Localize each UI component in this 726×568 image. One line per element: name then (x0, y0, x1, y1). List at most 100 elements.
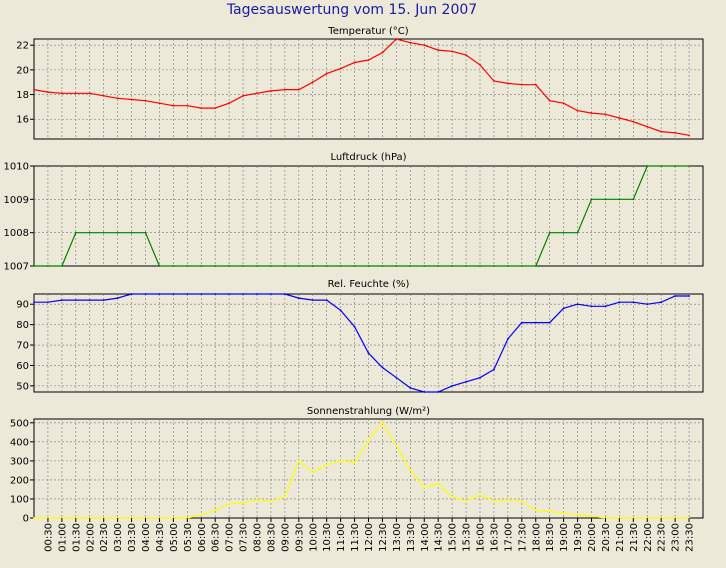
data-point (158, 102, 161, 105)
data-point (102, 299, 105, 302)
data-point (116, 97, 119, 100)
data-point (423, 44, 426, 47)
data-point (367, 439, 370, 441)
chart-panel-2: Rel. Feuchte (%) 50 60 70 80 90 (16, 279, 704, 393)
data-point (33, 517, 35, 519)
data-point (33, 301, 35, 304)
data-point (493, 265, 495, 267)
x-tick-label: 23:30 (685, 523, 696, 552)
data-point (270, 293, 272, 295)
data-point (325, 72, 328, 75)
data-point (590, 515, 593, 517)
y-tick-label: 1010 (4, 162, 29, 173)
data-point (144, 231, 147, 234)
x-tick-label: 04:30 (155, 523, 166, 552)
data-point (437, 265, 440, 267)
series-line (34, 293, 690, 393)
data-point (200, 107, 203, 110)
chart-panel-1: Luftdruck (hPa) 1007 1008 1009 1010 (4, 152, 704, 273)
data-point (339, 67, 342, 70)
data-point (451, 265, 454, 267)
y-tick-label: 50 (16, 381, 29, 392)
data-point (283, 88, 286, 91)
x-tick-label: 03:00 (113, 523, 124, 552)
data-point (33, 265, 35, 267)
x-tick-label: 08:30 (266, 523, 277, 552)
x-tick-label: 16:30 (489, 523, 500, 552)
y-tick-label: 18 (16, 90, 29, 101)
data-point (590, 305, 593, 308)
data-point (200, 514, 203, 517)
data-point (423, 391, 426, 393)
x-tick-label: 10:30 (322, 523, 333, 552)
data-point (102, 231, 105, 234)
data-point (325, 299, 328, 302)
data-point (214, 293, 217, 295)
data-point (451, 50, 454, 53)
y-tick-label: 1007 (4, 262, 29, 273)
data-point (367, 352, 370, 355)
y-tick-label: 1009 (4, 195, 29, 206)
x-tick-label: 12:00 (364, 523, 375, 552)
panel-title: Sonnenstrahlung (W/m²) (307, 406, 430, 417)
data-point (465, 380, 467, 383)
data-point (493, 368, 495, 371)
data-point (520, 265, 523, 267)
data-point (576, 231, 579, 234)
data-point (158, 293, 161, 295)
data-point (395, 265, 398, 267)
x-tick-label: 23:00 (671, 523, 682, 552)
x-tick-label: 07:30 (239, 523, 250, 552)
data-point (47, 265, 49, 267)
x-tick-label: 13:00 (392, 523, 403, 552)
data-point (646, 303, 649, 306)
x-tick-label: 04:00 (141, 523, 152, 552)
data-point (130, 293, 133, 295)
data-point (242, 293, 244, 295)
x-tick-label: 15:30 (462, 523, 473, 552)
x-tick-label: 19:30 (573, 523, 584, 552)
data-point (242, 265, 244, 267)
y-tick-label: 1008 (4, 228, 29, 239)
x-tick-label: 18:00 (531, 523, 542, 552)
x-tick-label: 14:30 (434, 523, 445, 552)
data-point (548, 231, 551, 234)
data-point (548, 510, 551, 513)
data-point (116, 297, 119, 299)
data-point (451, 496, 454, 498)
x-tick-label: 06:00 (197, 523, 208, 552)
data-point (534, 83, 537, 86)
x-tick-label: 09:00 (280, 523, 291, 552)
data-point (228, 502, 231, 505)
data-point (395, 38, 398, 40)
data-point (632, 301, 635, 304)
y-tick-label: 80 (16, 320, 29, 331)
x-tick-label: 15:00 (448, 523, 459, 552)
x-tick-label: 01:30 (71, 523, 82, 552)
data-point (493, 80, 495, 82)
data-point (102, 94, 105, 97)
data-point (437, 49, 440, 52)
data-point (520, 499, 523, 502)
x-tick-label: 07:00 (225, 523, 236, 552)
data-point (660, 130, 663, 133)
data-point (576, 303, 579, 306)
x-tick-label: 22:30 (657, 523, 668, 552)
data-point (256, 499, 258, 501)
panel-title: Luftdruck (hPa) (330, 152, 406, 163)
data-point (479, 494, 481, 497)
data-point (506, 265, 509, 267)
data-point (618, 301, 621, 304)
data-point (47, 91, 49, 93)
data-point (562, 102, 565, 105)
main-title: Tagesauswertung vom 15. Jun 2007 (226, 2, 477, 18)
data-point (590, 198, 593, 201)
y-tick-label: 16 (16, 115, 29, 126)
y-tick-label: 100 (10, 494, 29, 505)
data-point (311, 299, 314, 302)
data-point (520, 321, 523, 324)
data-point (479, 376, 481, 379)
data-point (270, 499, 272, 502)
y-tick-label: 20 (16, 65, 29, 76)
